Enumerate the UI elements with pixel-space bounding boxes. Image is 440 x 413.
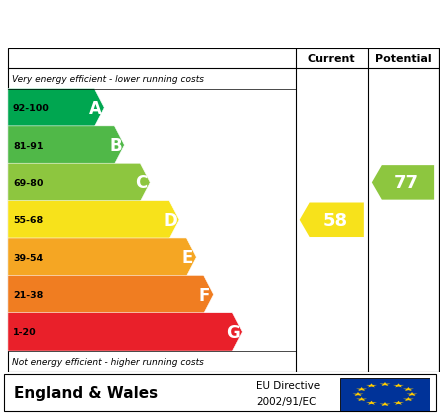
Text: C: C xyxy=(135,174,147,192)
Text: England & Wales: England & Wales xyxy=(14,385,158,400)
Text: 39-54: 39-54 xyxy=(13,253,43,262)
Text: Energy Efficiency Rating: Energy Efficiency Rating xyxy=(13,14,301,34)
Polygon shape xyxy=(8,164,150,202)
Text: 92-100: 92-100 xyxy=(13,104,50,113)
Polygon shape xyxy=(8,89,104,128)
Polygon shape xyxy=(8,126,125,165)
Text: F: F xyxy=(199,286,210,304)
Text: 55-68: 55-68 xyxy=(13,216,43,225)
Text: Current: Current xyxy=(308,54,356,64)
Text: Potential: Potential xyxy=(375,54,432,64)
Polygon shape xyxy=(352,392,363,396)
Text: 77: 77 xyxy=(393,174,418,192)
Text: G: G xyxy=(227,323,240,341)
Text: 1-20: 1-20 xyxy=(13,328,37,337)
Polygon shape xyxy=(356,397,367,401)
Text: 58: 58 xyxy=(322,211,347,229)
Text: 69-80: 69-80 xyxy=(13,178,43,188)
Polygon shape xyxy=(366,401,377,405)
Polygon shape xyxy=(366,384,377,387)
Text: 81-91: 81-91 xyxy=(13,141,44,150)
Polygon shape xyxy=(403,387,414,391)
Text: EU Directive: EU Directive xyxy=(256,380,320,390)
Polygon shape xyxy=(300,203,364,237)
Text: 2002/91/EC: 2002/91/EC xyxy=(256,396,316,406)
Polygon shape xyxy=(379,382,391,386)
Text: A: A xyxy=(89,100,102,117)
Text: Very energy efficient - lower running costs: Very energy efficient - lower running co… xyxy=(12,75,204,84)
Polygon shape xyxy=(407,392,418,396)
Text: D: D xyxy=(163,211,177,229)
Polygon shape xyxy=(379,402,391,406)
Text: Not energy efficient - higher running costs: Not energy efficient - higher running co… xyxy=(12,357,204,366)
Polygon shape xyxy=(8,201,179,240)
Text: E: E xyxy=(182,249,193,266)
Text: 21-38: 21-38 xyxy=(13,290,43,299)
Polygon shape xyxy=(8,275,213,314)
Polygon shape xyxy=(8,238,196,277)
Polygon shape xyxy=(393,384,404,387)
Polygon shape xyxy=(8,313,242,351)
Polygon shape xyxy=(356,387,367,391)
Polygon shape xyxy=(403,397,414,401)
Polygon shape xyxy=(372,166,434,200)
Text: B: B xyxy=(109,137,122,154)
Polygon shape xyxy=(393,401,404,405)
